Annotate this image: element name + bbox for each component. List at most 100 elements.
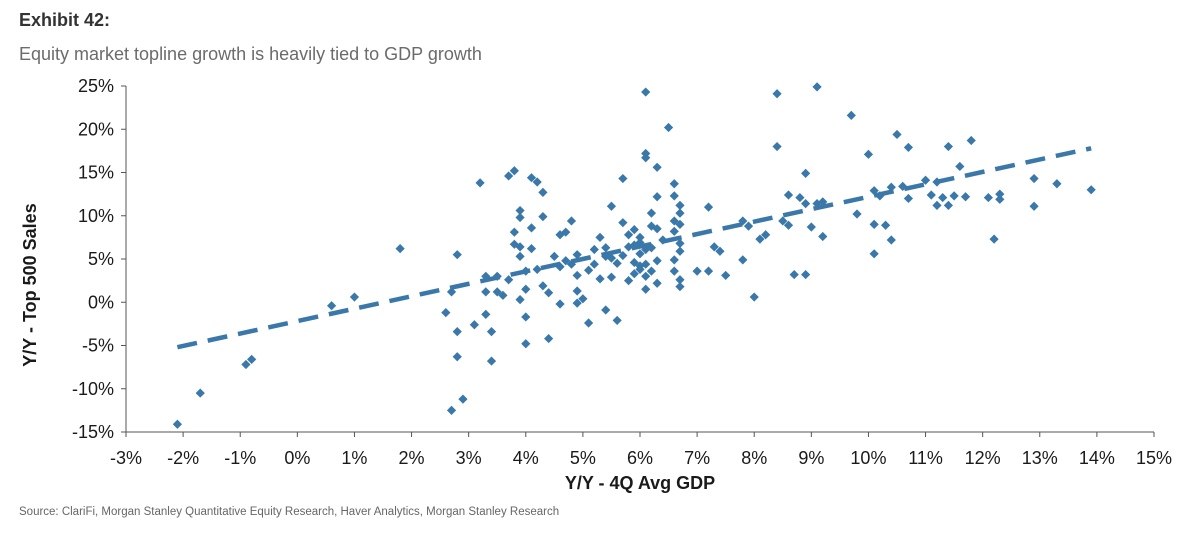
x-tick-label: 0%	[284, 448, 310, 468]
data-point	[880, 220, 891, 230]
data-point	[509, 239, 519, 249]
data-point	[863, 149, 874, 159]
data-point	[641, 259, 651, 269]
data-point	[623, 242, 634, 252]
data-point	[623, 276, 634, 286]
x-tick-label: -3%	[110, 448, 142, 468]
data-point	[195, 388, 205, 398]
data-point	[869, 219, 879, 229]
data-point	[852, 209, 862, 219]
data-point	[652, 192, 662, 202]
data-point	[441, 308, 451, 318]
y-axis-title: Y/Y - Top 500 Sales	[20, 203, 40, 366]
data-point	[481, 287, 491, 297]
data-point	[601, 243, 611, 253]
data-point	[509, 227, 519, 237]
data-point	[675, 219, 685, 229]
exhibit-label: Exhibit 42:	[19, 10, 111, 30]
data-point	[612, 258, 622, 268]
data-point	[561, 227, 571, 237]
data-point	[955, 161, 965, 172]
data-point	[903, 142, 914, 153]
data-point	[247, 354, 257, 364]
data-point	[669, 226, 679, 236]
y-tick-label: 0%	[88, 292, 114, 312]
data-point	[549, 251, 559, 262]
data-point	[538, 281, 548, 291]
data-point	[589, 244, 599, 255]
x-tick-label: 10%	[850, 448, 886, 468]
data-point	[926, 190, 936, 200]
data-point	[886, 182, 896, 192]
data-point	[635, 249, 645, 259]
data-point	[749, 292, 759, 302]
data-point	[892, 129, 902, 140]
data-point	[606, 201, 617, 211]
data-point	[812, 199, 822, 209]
data-point	[606, 272, 617, 282]
data-point	[812, 82, 822, 92]
data-point	[886, 235, 896, 245]
x-tick-label: 5%	[570, 448, 596, 468]
data-point	[1086, 185, 1096, 195]
data-point	[486, 327, 497, 337]
data-point	[801, 269, 811, 280]
data-point	[504, 275, 514, 285]
data-point	[669, 266, 679, 276]
data-point	[772, 89, 782, 99]
data-point	[589, 259, 599, 269]
data-point	[646, 266, 657, 276]
data-point	[995, 194, 1005, 204]
data-point	[1052, 179, 1062, 189]
x-tick-label: 15%	[1136, 448, 1172, 468]
data-point	[995, 189, 1005, 199]
y-tick-label: 25%	[78, 76, 114, 96]
data-point	[526, 173, 537, 183]
data-point	[532, 177, 542, 187]
data-point	[801, 168, 811, 178]
source-note: Source: ClariFi, Morgan Stanley Quantita…	[19, 506, 560, 518]
data-point	[675, 208, 685, 218]
data-point	[641, 87, 651, 97]
data-point	[618, 173, 628, 184]
data-point	[675, 200, 685, 210]
chart-subtitle: Equity market topline growth is heavily …	[19, 44, 482, 64]
x-tick-label: 7%	[684, 448, 710, 468]
data-point	[652, 224, 662, 234]
data-point	[521, 339, 531, 349]
data-point	[949, 191, 959, 201]
data-point	[801, 199, 811, 209]
data-point	[623, 230, 634, 240]
data-point	[595, 274, 605, 284]
data-point	[943, 200, 953, 210]
data-point	[778, 216, 788, 226]
x-tick-label: 4%	[513, 448, 539, 468]
x-tick-label: 12%	[965, 448, 1001, 468]
data-point	[544, 333, 554, 344]
tick-labels: 25% 20% 15% 10% 5% 0% -5% -10% -15% -3% -2% -1% 0% 1%…	[72, 76, 1172, 468]
x-tick-label: 6%	[627, 448, 653, 468]
trendline-layer	[176, 146, 1092, 350]
data-point	[789, 269, 799, 280]
x-tick-label: 14%	[1079, 448, 1115, 468]
y-tick-label: -15%	[72, 422, 114, 442]
data-point	[738, 255, 748, 265]
data-point	[629, 224, 639, 235]
data-point	[452, 250, 462, 260]
y-tick-label: 5%	[88, 249, 114, 269]
data-point	[618, 250, 628, 261]
data-point	[1029, 173, 1039, 184]
data-point	[526, 223, 537, 233]
data-point	[544, 288, 554, 298]
data-point	[703, 202, 714, 212]
data-point	[646, 243, 657, 253]
data-point	[629, 257, 639, 268]
data-point	[652, 162, 662, 172]
data-point	[932, 200, 942, 210]
data-point	[475, 178, 485, 188]
data-point	[646, 208, 657, 218]
x-tick-label: 2%	[399, 448, 425, 468]
data-point	[675, 238, 685, 249]
data-point	[629, 269, 639, 279]
x-tick-label: 8%	[741, 448, 767, 468]
